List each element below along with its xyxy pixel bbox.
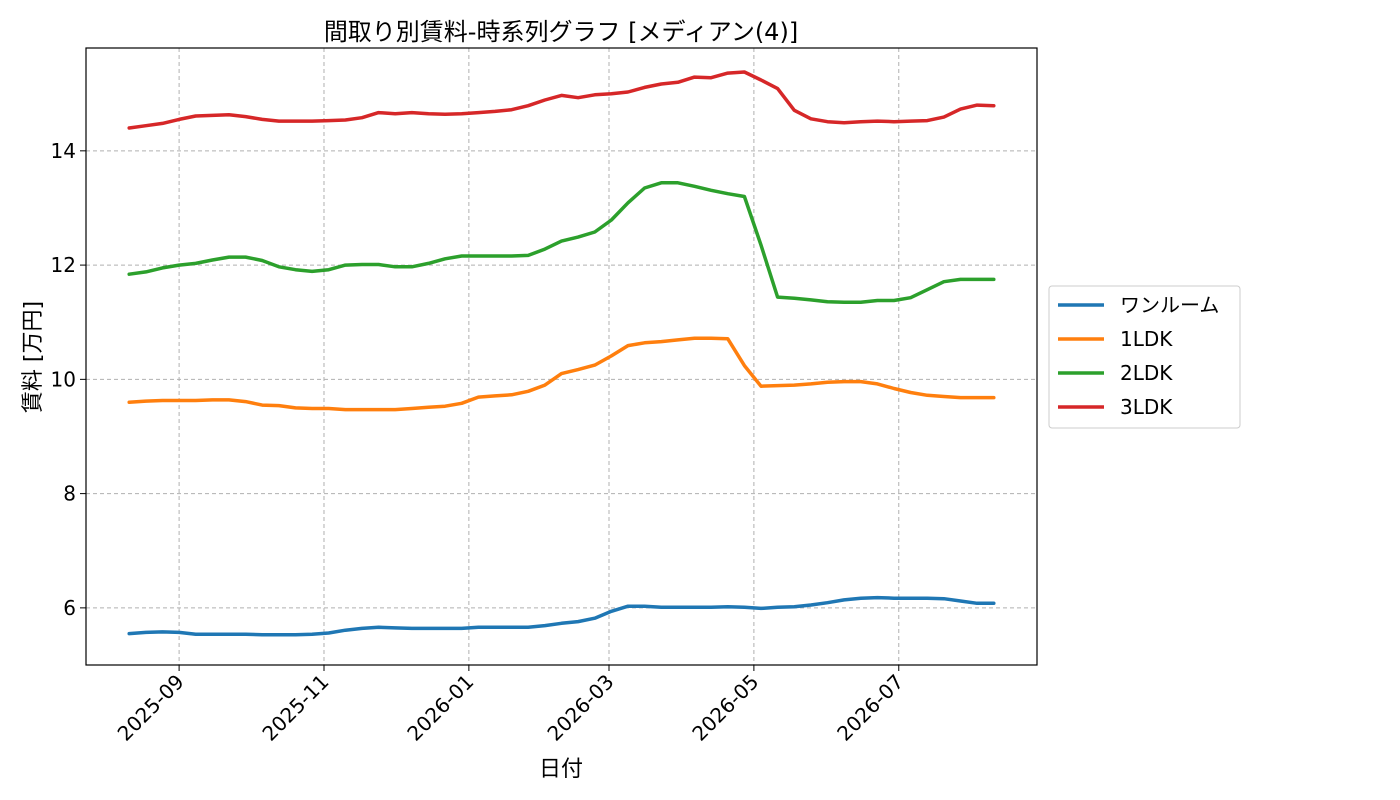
series-line-3 <box>127 70 996 130</box>
legend: ワンルーム 1LDK 2LDK 3LDK <box>1048 285 1241 429</box>
series-line-1 <box>127 336 996 412</box>
series-layer <box>127 70 996 637</box>
legend-label-3: 3LDK <box>1120 395 1173 419</box>
legend-label-1: 1LDK <box>1120 327 1173 351</box>
series-line-0 <box>127 595 996 637</box>
y-axis-label: 賃料 [万円] <box>21 301 46 413</box>
legend-label-0: ワンルーム <box>1120 293 1219 317</box>
plot-frame <box>85 47 1038 666</box>
chart-title: 間取り別賃料-時系列グラフ [メディアン(4)] <box>324 18 798 46</box>
legend-box <box>1048 285 1241 429</box>
legend-label-2: 2LDK <box>1120 361 1173 385</box>
y-tick-label: 12 <box>51 253 76 277</box>
series-line-2 <box>127 181 996 304</box>
y-tick-label: 14 <box>51 139 76 163</box>
y-tick-label: 6 <box>63 596 76 620</box>
x-axis-label: 日付 <box>539 757 583 782</box>
y-tick-label: 10 <box>51 367 76 391</box>
y-tick-label: 8 <box>63 482 76 506</box>
